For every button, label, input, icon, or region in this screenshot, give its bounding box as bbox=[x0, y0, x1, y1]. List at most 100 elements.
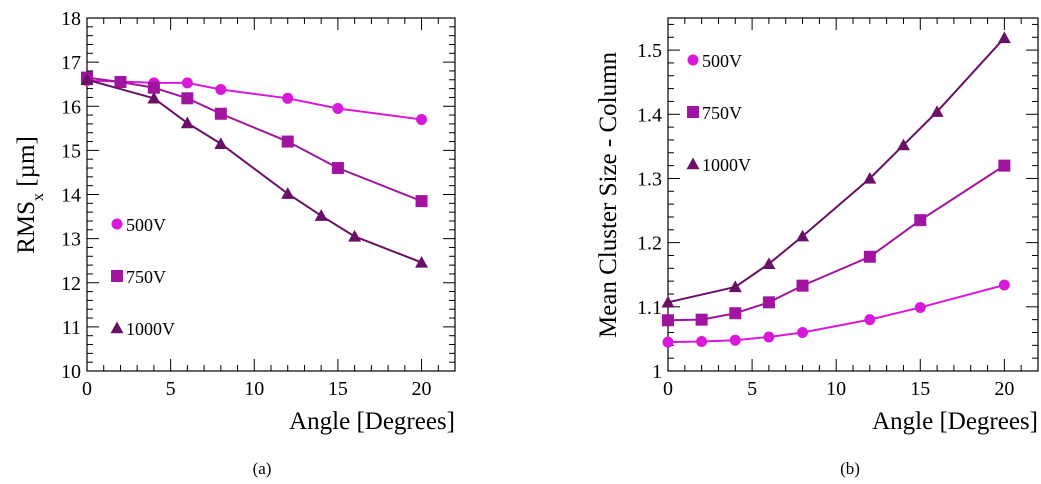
data-point bbox=[314, 209, 328, 221]
x-tick-label: 15 bbox=[328, 378, 348, 400]
series-line bbox=[86, 76, 422, 203]
y-tick-label: 1.3 bbox=[637, 168, 662, 190]
data-point bbox=[896, 138, 910, 151]
y-tick-label: 13 bbox=[61, 229, 81, 251]
y-tick-label: 15 bbox=[61, 140, 81, 162]
data-point bbox=[215, 83, 227, 95]
x-tick-label: 0 bbox=[663, 378, 673, 400]
x-axis-label: Angle [Degrees] bbox=[872, 408, 1038, 435]
legend-label: 500V bbox=[702, 51, 742, 71]
y-tick-label: 10 bbox=[61, 361, 81, 383]
series-500V bbox=[662, 279, 1010, 348]
legend-marker bbox=[687, 54, 699, 66]
data-point bbox=[114, 75, 127, 88]
legend-marker bbox=[686, 157, 700, 170]
data-point bbox=[696, 335, 708, 347]
series-line bbox=[86, 79, 422, 121]
data-point bbox=[796, 229, 810, 242]
legend-label: 1000V bbox=[126, 319, 175, 339]
panel-label: (b) bbox=[840, 459, 860, 478]
legend-marker bbox=[111, 218, 123, 230]
data-point bbox=[348, 229, 362, 242]
y-tick-label: 1.4 bbox=[637, 104, 662, 126]
data-point bbox=[914, 301, 926, 313]
y-tick-label: 1.2 bbox=[637, 233, 662, 255]
data-point bbox=[863, 250, 876, 263]
series-750V bbox=[81, 71, 428, 208]
y-axis-label-main: RMS bbox=[13, 201, 40, 254]
data-point bbox=[214, 137, 228, 149]
panel-label: (a) bbox=[253, 459, 272, 478]
data-point bbox=[863, 171, 877, 184]
y-tick-label: 1.5 bbox=[637, 40, 662, 62]
data-point bbox=[914, 214, 927, 227]
data-point bbox=[282, 92, 294, 104]
data-point bbox=[416, 113, 428, 125]
data-point bbox=[415, 195, 428, 208]
legend-marker bbox=[111, 270, 123, 282]
data-point bbox=[331, 162, 344, 175]
data-point bbox=[998, 279, 1010, 291]
data-point bbox=[661, 295, 675, 308]
x-tick-label: 20 bbox=[412, 378, 432, 400]
panel-b-cluster-size-chart: 0 5 10 15 20 1 1.1 1.2 1.3 1.4 1.5 Angle [Degrees] M… bbox=[595, 17, 1039, 478]
y-tick-label: 16 bbox=[61, 96, 81, 118]
data-point bbox=[729, 334, 741, 346]
y-tick-label: 14 bbox=[61, 185, 81, 207]
data-point bbox=[998, 159, 1011, 172]
data-point bbox=[763, 331, 775, 343]
data-point bbox=[662, 336, 674, 348]
series-line bbox=[667, 164, 1005, 322]
x-tick-label: 15 bbox=[910, 378, 930, 400]
data-point bbox=[796, 279, 809, 292]
series-500V bbox=[81, 75, 428, 125]
y-tick-label: 18 bbox=[61, 8, 81, 30]
legend-label: 1000V bbox=[702, 155, 751, 175]
y-axis-label: Mean Cluster Size - Column bbox=[595, 51, 622, 338]
data-point bbox=[864, 314, 876, 326]
legend-label: 750V bbox=[126, 267, 166, 287]
data-point bbox=[728, 280, 742, 293]
series-750V bbox=[662, 159, 1011, 327]
x-tick-label: 10 bbox=[826, 378, 846, 400]
series-line bbox=[86, 78, 422, 264]
y-axis-label-unit: [µm] bbox=[13, 136, 40, 193]
x-axis-label: Angle [Degrees] bbox=[289, 408, 455, 435]
x-tick-label: 20 bbox=[994, 378, 1014, 400]
data-point bbox=[662, 314, 674, 327]
x-tick-label: 5 bbox=[166, 378, 176, 400]
data-point bbox=[797, 326, 809, 338]
y-tick-label: 11 bbox=[62, 317, 81, 339]
data-point bbox=[147, 81, 160, 94]
data-point bbox=[214, 107, 227, 120]
legend-marker bbox=[110, 321, 124, 334]
data-point bbox=[80, 73, 94, 85]
data-point bbox=[332, 102, 344, 114]
data-point bbox=[762, 296, 775, 309]
series-1000V bbox=[661, 31, 1011, 308]
data-point bbox=[729, 307, 742, 320]
x-tick-label: 5 bbox=[747, 378, 757, 400]
data-point bbox=[281, 135, 294, 148]
legend-label: 750V bbox=[702, 103, 742, 123]
data-point bbox=[181, 92, 194, 105]
legend-label: 500V bbox=[126, 215, 166, 235]
data-point bbox=[762, 257, 776, 270]
series-line bbox=[667, 284, 1005, 344]
y-axis-label: RMSx [µm] bbox=[13, 136, 47, 254]
series-1000V bbox=[80, 73, 429, 268]
x-tick-label: 10 bbox=[244, 378, 264, 400]
series-line bbox=[667, 37, 1006, 304]
data-point bbox=[147, 91, 161, 104]
legend-marker bbox=[687, 106, 699, 118]
y-axis-label-sub: x bbox=[30, 193, 47, 201]
data-point bbox=[281, 187, 295, 199]
data-point bbox=[997, 31, 1011, 44]
y-tick-label: 1.1 bbox=[637, 297, 662, 319]
panel-a-rms-chart: 0 5 10 15 20 10 11 12 13 14 15 16 17 18 Angle [Degrees… bbox=[13, 8, 456, 478]
data-point bbox=[415, 255, 429, 268]
data-point bbox=[181, 77, 193, 89]
y-tick-label: 12 bbox=[61, 273, 81, 295]
data-point bbox=[180, 116, 194, 129]
